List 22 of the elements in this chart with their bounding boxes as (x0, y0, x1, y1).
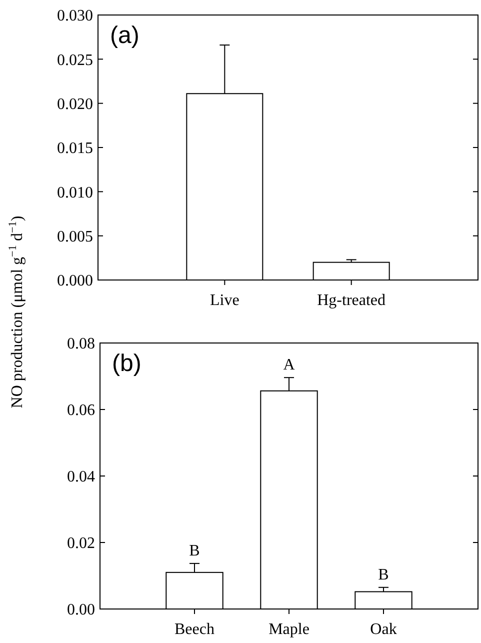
annotation: (a) (110, 22, 140, 49)
x-tick-label: Live (210, 292, 240, 309)
annotation: (b) (112, 350, 142, 377)
x-tick-label: Maple (268, 621, 310, 638)
annotation: B (378, 566, 389, 584)
y-tick-label: 0.02 (67, 535, 95, 552)
y-tick-label: 0.00 (67, 602, 95, 619)
y-tick-label: 0.020 (57, 96, 93, 113)
y-tick-label: 0.030 (57, 8, 93, 25)
annotation: A (283, 356, 296, 374)
annotation: B (189, 542, 200, 560)
y-tick-label: 0.010 (57, 184, 93, 202)
y-tick-label: 0.06 (67, 402, 95, 420)
y-tick-label: 0.015 (57, 140, 93, 158)
y-tick-label: 0.08 (67, 336, 95, 353)
y-tick-label: 0.025 (57, 52, 93, 69)
y-tick-label: 0.04 (67, 468, 95, 486)
x-tick-label: Hg-treated (317, 292, 386, 309)
y-tick-label: 0.000 (57, 272, 93, 290)
x-tick-label: Oak (370, 621, 397, 638)
x-tick-label: Beech (174, 621, 214, 638)
y-tick-label: 0.005 (57, 228, 93, 246)
